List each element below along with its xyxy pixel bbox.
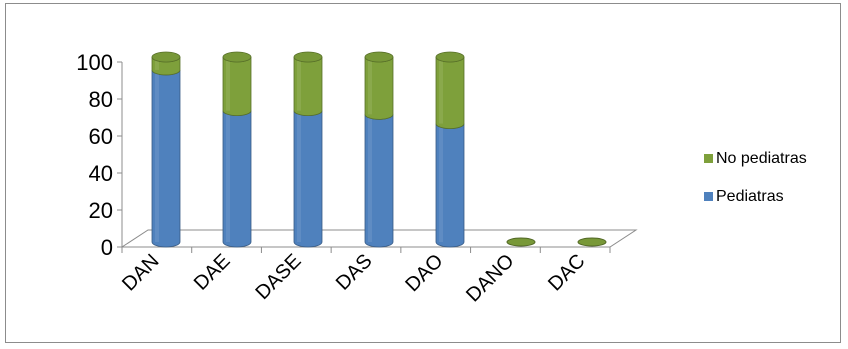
- y-tick-label: 20: [89, 198, 113, 223]
- bar-segment-no-pediatras-DAE: [222, 51, 252, 117]
- legend: No pediatras Pediatras: [704, 150, 807, 205]
- x-category-label: DAC: [544, 250, 589, 295]
- y-tick-label: 100: [76, 50, 113, 75]
- bar-segment-pediatras-DAE: [222, 110, 252, 248]
- bar-cap-DASE: [293, 51, 323, 63]
- bar-segment-no-pediatras-DASE: [293, 51, 323, 117]
- y-tick-label: 40: [89, 161, 113, 186]
- legend-label: No pediatras: [716, 150, 807, 167]
- x-category-label: DAE: [190, 250, 235, 295]
- bar-cap-DAO: [435, 51, 465, 63]
- x-axis: DAN DAE DASE DAS DAO DANO DAC: [118, 247, 611, 306]
- bar-segment-no-pediatras-DAS: [364, 51, 394, 120]
- bar-segment-pediatras-DAN: [151, 69, 181, 248]
- bar-segment-no-pediatras-DAO: [435, 51, 465, 129]
- legend-item-no-pediatras: No pediatras: [704, 150, 807, 167]
- bar-cap-DAE: [222, 51, 252, 63]
- chart-frame: [5, 3, 841, 343]
- y-tick-label: 0: [101, 235, 113, 260]
- bar-zero-DAC: [577, 237, 607, 247]
- legend-swatch: [704, 154, 713, 163]
- y-axis: 0 20 40 60 80 100: [76, 50, 123, 260]
- legend-item-pediatras: Pediatras: [704, 188, 784, 205]
- x-category-label: DAS: [332, 250, 377, 295]
- bar-segment-pediatras-DAS: [364, 114, 394, 248]
- x-category-label: DANO: [462, 250, 518, 306]
- legend-label: Pediatras: [716, 188, 784, 205]
- bar-segment-no-pediatras-DAN: [151, 51, 181, 76]
- x-category-label: DAN: [118, 250, 163, 295]
- bars: [151, 51, 607, 248]
- y-tick-label: 60: [89, 124, 113, 149]
- y-tick-label: 80: [89, 87, 113, 112]
- x-category-label: DASE: [251, 250, 305, 304]
- bar-zero-DANO: [506, 237, 536, 247]
- bar-segment-pediatras-DASE: [293, 110, 323, 248]
- bar-cap-DAN: [151, 51, 181, 63]
- bar-segment-pediatras-DAO: [435, 123, 465, 248]
- x-category-label: DAO: [401, 250, 447, 296]
- bar-cap-DAS: [364, 51, 394, 63]
- legend-swatch: [704, 192, 713, 201]
